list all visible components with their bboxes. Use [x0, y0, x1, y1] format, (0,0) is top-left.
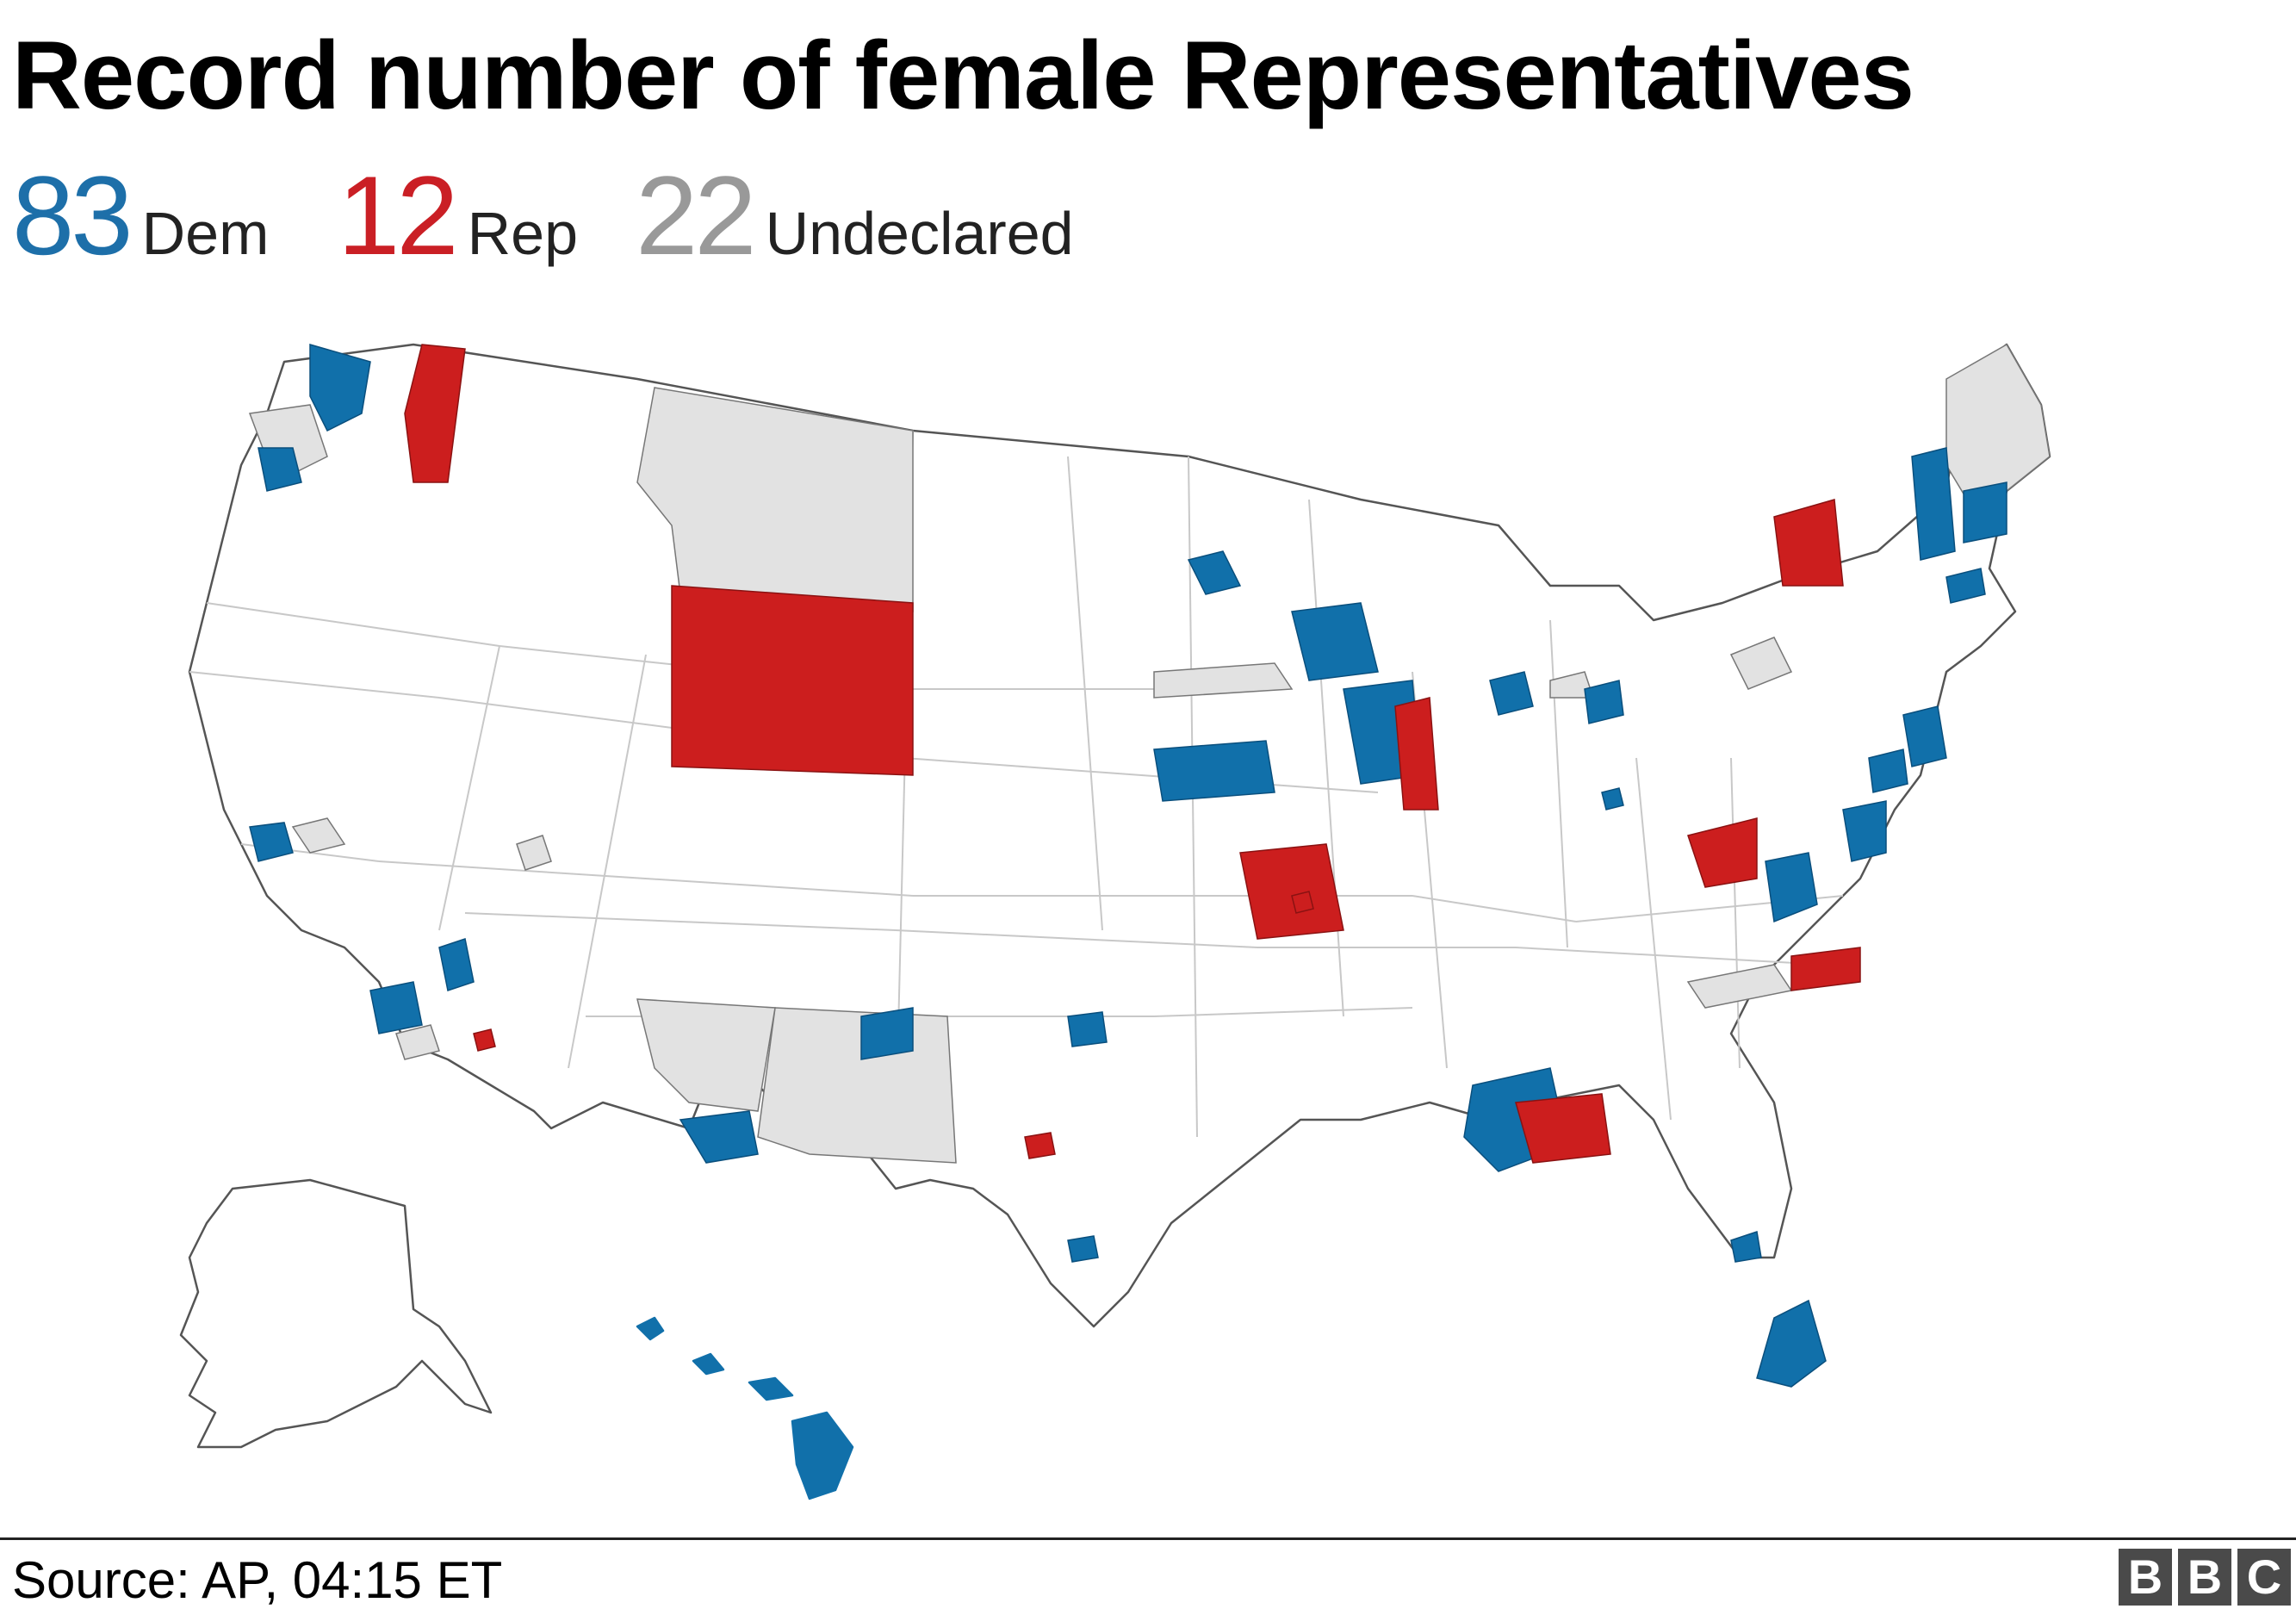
virginia-dem [1765, 852, 1818, 923]
bbc-logo-letter-2: B [2178, 1549, 2231, 1606]
legend-dem: 83 Dem [12, 159, 269, 271]
texas-dem [1067, 1235, 1099, 1263]
source-note: Source: AP, 04:15 ET [12, 1551, 503, 1609]
ohio-dem [1601, 787, 1624, 811]
map-svg [179, 343, 2051, 1500]
new-york-rep [1773, 499, 1844, 587]
oklahoma-dem [1067, 1011, 1108, 1047]
contiguous-us-outline [188, 343, 2051, 1328]
montana [636, 387, 914, 612]
nevada-dem [438, 938, 475, 991]
legend-dem-label: Dem [141, 200, 270, 267]
iowa-dem [1153, 740, 1275, 802]
hawaii-maui [748, 1376, 794, 1401]
california-dem-bay [249, 822, 294, 862]
state-boundaries [179, 343, 2051, 1500]
west-virginia-rep [1687, 817, 1758, 888]
california-district-2 [395, 1024, 440, 1060]
maine-dem [1963, 481, 2007, 544]
dem-districts [249, 344, 2007, 1388]
arizona-dem [679, 1110, 759, 1164]
texas-rep [1024, 1132, 1056, 1159]
maryland-dem [1842, 800, 1887, 862]
new-mexico [757, 1007, 957, 1164]
wisconsin-dem [1291, 602, 1379, 681]
bbc-logo-letter-1: B [2119, 1549, 2172, 1606]
georgia-rep [1515, 1093, 1611, 1164]
illinois-north [1153, 662, 1294, 699]
california-district-1 [291, 817, 346, 854]
indiana-dem [1489, 671, 1534, 716]
bbc-logo: B B C [2119, 1549, 2291, 1606]
legend-und-label: Undeclared [765, 200, 1074, 267]
new-mexico-dem [860, 1007, 914, 1060]
oregon-dem [258, 447, 302, 492]
us-district-map [155, 327, 2153, 1533]
legend-rep: 12 Rep [338, 159, 578, 271]
missouri-rep-2 [1291, 891, 1314, 914]
hawaii-oahu [692, 1352, 725, 1376]
tennessee-rep [1790, 947, 1861, 991]
california-dem-la [369, 981, 423, 1034]
rep-districts [404, 344, 1861, 1164]
arizona-rep [473, 1028, 496, 1052]
legend-und-count: 22 [636, 152, 757, 278]
bbc-logo-letter-3: C [2237, 1549, 2291, 1606]
minnesota-dem [1187, 550, 1242, 595]
new-hampshire-dem [1911, 447, 1956, 561]
legend-undeclared: 22 Undeclared [636, 159, 1074, 271]
wyoming [671, 585, 914, 776]
hawaii-kauai [636, 1316, 665, 1341]
florida-dem-north [1730, 1231, 1762, 1263]
missouri-rep [1239, 843, 1344, 940]
new-york-district [1729, 637, 1793, 690]
legend-dem-count: 83 [12, 152, 133, 278]
alaska-outline [179, 1178, 493, 1449]
massachusetts-dem [1945, 568, 1986, 604]
legend-rep-count: 12 [338, 152, 459, 278]
new-jersey-dem [1902, 705, 1947, 767]
arizona-district [636, 998, 776, 1112]
washington-dem [309, 344, 371, 432]
florida-dem-south [1756, 1299, 1827, 1388]
michigan-dem [1584, 680, 1624, 724]
maine [1945, 343, 2051, 509]
legend-rep-label: Rep [467, 200, 579, 267]
hawaii-big-island [791, 1411, 854, 1500]
washington-rep [404, 344, 466, 483]
chart-title: Record number of female Representatives [12, 22, 1914, 129]
footer-divider [0, 1537, 2296, 1540]
utah-district [516, 835, 552, 871]
pennsylvania-dem [1868, 748, 1908, 793]
indiana-rep [1394, 697, 1439, 811]
undeclared-districts [248, 343, 2051, 1164]
